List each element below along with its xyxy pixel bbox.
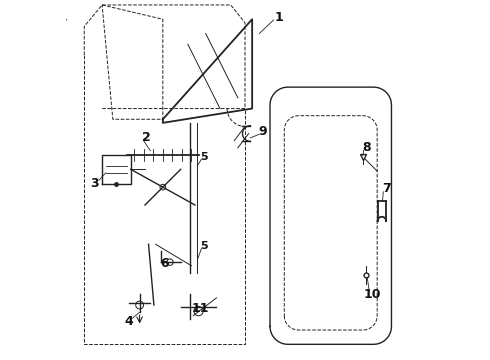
Text: 9: 9 bbox=[259, 125, 267, 138]
Text: 3: 3 bbox=[91, 177, 99, 190]
Text: 4: 4 bbox=[124, 315, 133, 328]
Text: 2: 2 bbox=[143, 131, 151, 144]
Text: 10: 10 bbox=[363, 288, 381, 301]
Text: 11: 11 bbox=[192, 302, 209, 315]
Text: 5: 5 bbox=[200, 152, 208, 162]
Text: 1: 1 bbox=[274, 11, 283, 24]
Text: 8: 8 bbox=[362, 141, 371, 154]
Text: 6: 6 bbox=[160, 257, 169, 270]
Text: 7: 7 bbox=[382, 183, 391, 195]
Text: 5: 5 bbox=[200, 241, 208, 251]
